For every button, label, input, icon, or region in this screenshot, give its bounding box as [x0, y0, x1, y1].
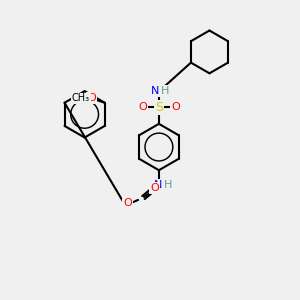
- Text: N: N: [154, 180, 163, 190]
- Text: O: O: [138, 103, 147, 112]
- Text: O: O: [150, 183, 159, 193]
- Text: N: N: [151, 86, 160, 96]
- Text: H: H: [161, 86, 169, 96]
- Text: CH₃: CH₃: [72, 93, 90, 103]
- Text: O: O: [87, 93, 96, 103]
- Text: O: O: [123, 198, 132, 208]
- Text: O: O: [171, 103, 180, 112]
- Text: H: H: [164, 180, 172, 190]
- Text: S: S: [155, 101, 163, 114]
